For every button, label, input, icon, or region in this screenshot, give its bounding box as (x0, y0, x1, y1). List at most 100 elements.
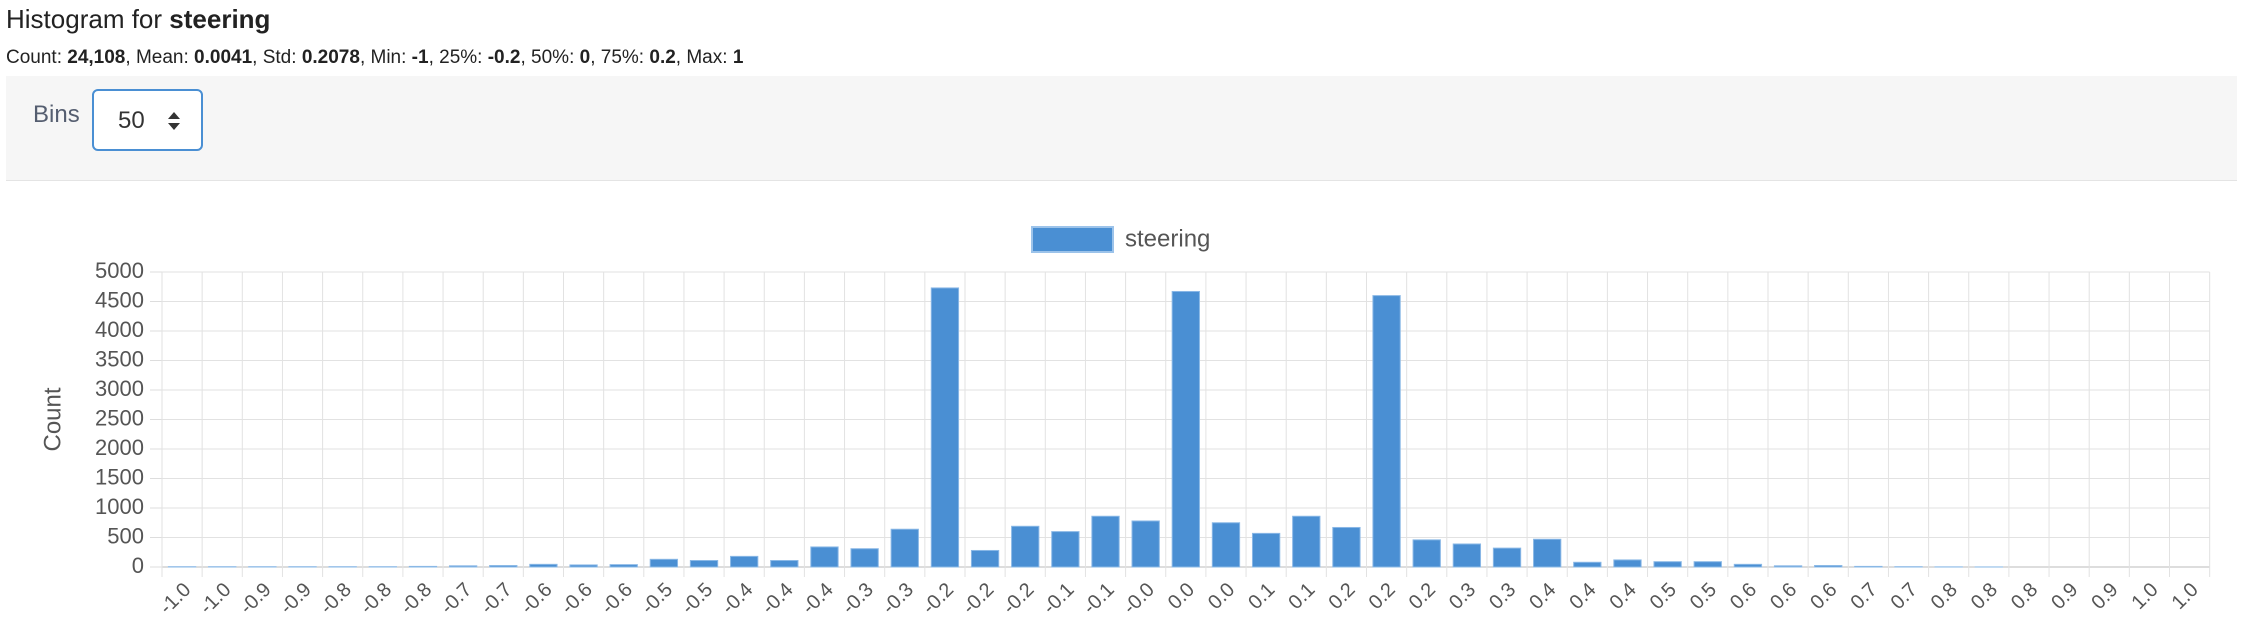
y-tick-label: 2000 (95, 435, 144, 460)
bar (1814, 565, 1843, 568)
stat-value: 0.2 (649, 47, 676, 68)
stat-label: , 50%: (520, 47, 575, 68)
title-prefix: Histogram for (6, 4, 163, 34)
stat-value: -0.2 (487, 47, 521, 68)
bar (1492, 547, 1522, 568)
x-tick-label: -0.4 (798, 579, 838, 619)
bar (810, 546, 839, 568)
bar (1251, 532, 1281, 568)
bar (1171, 290, 1200, 568)
legend-label: steering (1125, 225, 1210, 252)
x-tick-label: 0.9 (2047, 579, 2082, 614)
bar (1372, 295, 1401, 568)
x-tick-label: -0.9 (276, 579, 316, 619)
histogram-title: Histogram for steering (6, 4, 270, 35)
bar (1452, 543, 1482, 568)
x-tick-label: 1.0 (2127, 579, 2162, 614)
x-tick-label: 1.0 (2168, 579, 2203, 614)
x-tick-label: -0.6 (557, 579, 597, 619)
x-tick-label: -0.2 (918, 579, 958, 619)
x-tick-label: -0.8 (316, 579, 356, 619)
x-tick-label: -0.7 (436, 579, 476, 619)
x-tick-label: -1.0 (155, 579, 195, 619)
stat-label: , Mean: (125, 47, 189, 68)
x-tick-label: 0.6 (1726, 579, 1761, 614)
x-tick-label: -0.8 (356, 579, 396, 619)
x-tick-label: 0.0 (1204, 579, 1239, 614)
stat-label: , 25%: (428, 47, 483, 68)
y-tick-label: 2500 (95, 405, 144, 430)
stat-label: , Std: (252, 47, 297, 68)
x-tick-label: -0.5 (637, 579, 677, 619)
y-tick-label: 500 (107, 523, 144, 548)
x-tick-label: 0.8 (1967, 579, 2002, 614)
bar (1051, 531, 1080, 568)
x-tick-label: -0.3 (878, 579, 918, 619)
x-tick-label: 0.5 (1686, 579, 1721, 614)
x-tick-label: -0.8 (396, 579, 436, 619)
x-tick-label: 0.0 (1164, 579, 1199, 614)
bar (408, 565, 438, 568)
x-tick-label: -0.0 (1119, 579, 1159, 619)
stat-value: -1 (411, 47, 429, 68)
x-tick-label: -0.5 (677, 579, 717, 619)
bar (689, 560, 719, 568)
x-tick-label: 0.6 (1766, 579, 1801, 614)
bar (609, 564, 638, 568)
y-tick-label: 1000 (95, 494, 144, 519)
bar (448, 565, 478, 568)
x-tick-label: -0.6 (597, 579, 637, 619)
x-tick-label: -0.7 (477, 579, 517, 619)
x-tick-label: -0.3 (838, 579, 878, 619)
bar (1613, 559, 1642, 568)
x-tick-label: 0.7 (1846, 579, 1881, 614)
bar (1653, 561, 1682, 568)
y-tick-label: 3500 (95, 346, 144, 371)
x-tick-label: 0.1 (1284, 579, 1319, 614)
x-tick-label: 0.3 (1445, 579, 1480, 614)
stat-value: 1 (732, 47, 744, 68)
x-tick-label: 0.2 (1405, 579, 1440, 614)
bins-value: 50 (118, 107, 145, 134)
bar (1854, 565, 1883, 568)
stat-label: , Max: (675, 47, 728, 68)
x-tick-label: -1.0 (196, 579, 236, 619)
x-tick-label: 0.3 (1485, 579, 1520, 614)
bar (1131, 520, 1160, 568)
bar (529, 563, 558, 568)
x-tick-label: 0.2 (1324, 579, 1359, 614)
bar (850, 548, 879, 568)
bar (1733, 563, 1763, 568)
controls-panel: Bins 50 (6, 76, 2237, 181)
x-tick-label: 0.2 (1365, 579, 1400, 614)
bar (1773, 565, 1803, 568)
stat-label: , Min: (359, 47, 407, 68)
title-column: steering (169, 4, 271, 34)
stat-value: 24,108 (67, 47, 126, 68)
bins-select[interactable]: 50 (92, 89, 203, 151)
x-tick-label: 0.4 (1606, 579, 1641, 614)
stat-label: Count: (6, 47, 62, 68)
bar (1693, 561, 1722, 568)
x-tick-label: -0.4 (758, 579, 798, 619)
bar (1573, 561, 1602, 568)
bar (890, 528, 919, 568)
bar (730, 555, 759, 568)
bar (970, 549, 1000, 568)
x-tick-label: 0.5 (1646, 579, 1681, 614)
x-tick-label: -0.4 (718, 579, 758, 619)
stat-label: , 75%: (590, 47, 645, 68)
x-tick-label: 0.8 (1927, 579, 1962, 614)
x-tick-label: -0.2 (958, 579, 998, 619)
stat-value: 0.2078 (301, 47, 360, 68)
bar (1011, 525, 1040, 568)
stats-line: Count: 24,108, Mean: 0.0041, Std: 0.2078… (6, 47, 743, 69)
stat-value: 0.0041 (194, 47, 253, 68)
bar (1332, 526, 1361, 568)
x-tick-label: 0.4 (1565, 579, 1600, 614)
x-tick-label: 0.1 (1244, 579, 1279, 614)
bar (569, 564, 598, 568)
bar (649, 558, 679, 568)
bar (930, 287, 960, 568)
